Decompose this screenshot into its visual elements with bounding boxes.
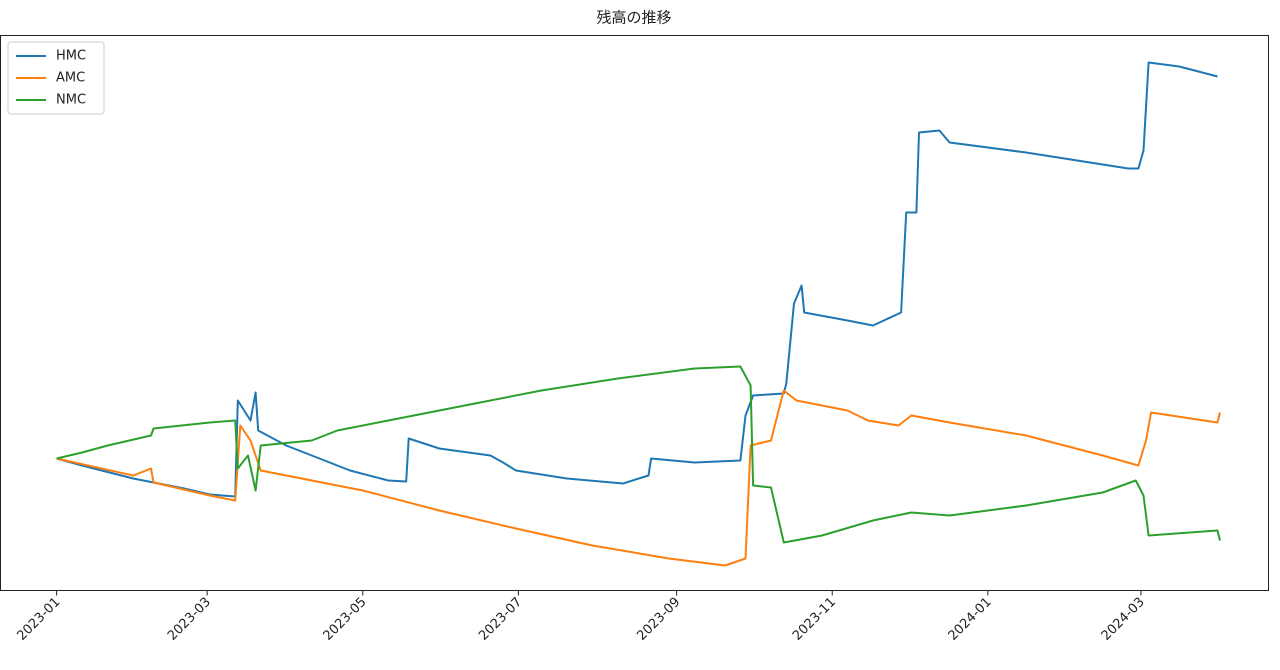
- chart-title: 残高の推移: [596, 9, 671, 27]
- x-tick-label: 2024-01: [946, 595, 995, 644]
- line: [56, 365, 1221, 544]
- x-tick-label: 2023-05: [321, 595, 370, 644]
- legend-box: [7, 41, 105, 115]
- legend-label: NMC: [56, 93, 86, 108]
- x-tick-label: 2024-03: [1099, 595, 1148, 644]
- x-tick-label: 2023-11: [790, 595, 839, 644]
- x-tick-label: 2023-07: [476, 595, 525, 644]
- line: [56, 61, 1218, 498]
- x-tick-label: 2023-01: [14, 595, 63, 644]
- x-tick-label: 2023-09: [634, 595, 683, 644]
- plot-frame: [0, 35, 1269, 591]
- x-tick-label: 2023-03: [165, 595, 214, 644]
- legend-label: AMC: [56, 71, 85, 86]
- legend-label: HMC: [56, 49, 86, 64]
